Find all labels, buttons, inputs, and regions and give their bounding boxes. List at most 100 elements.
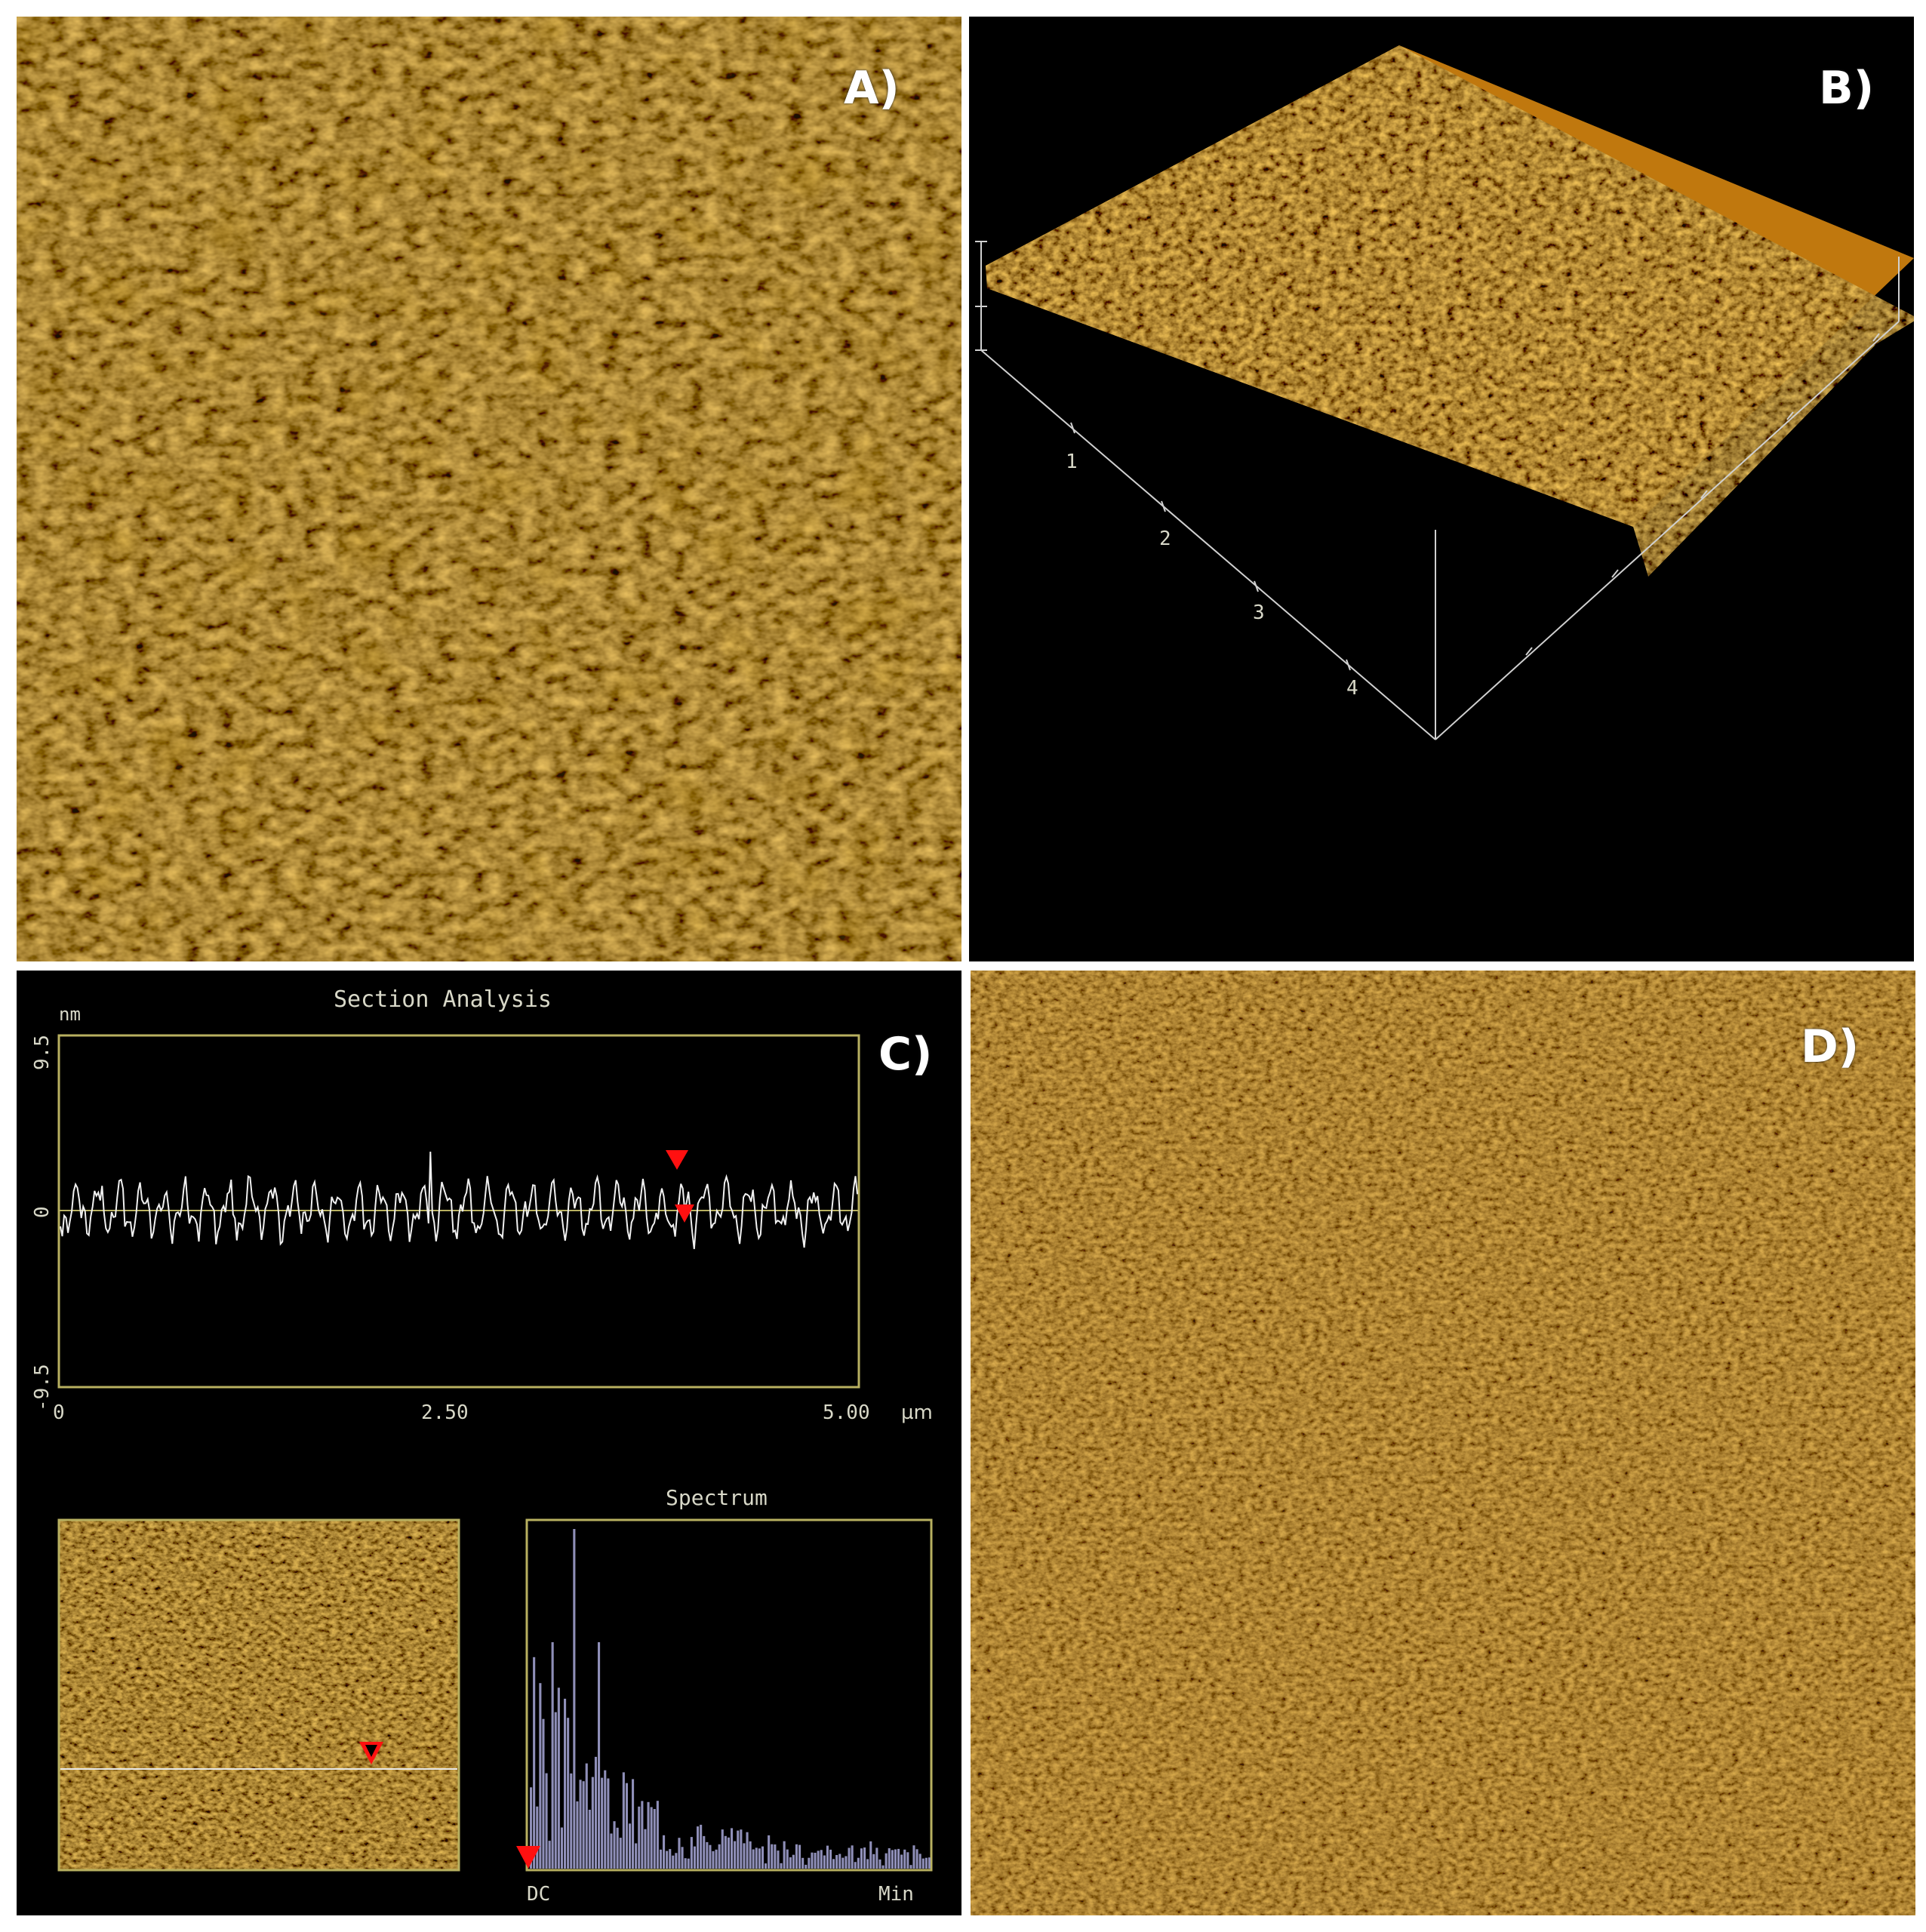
spectrum-bar bbox=[761, 1846, 764, 1869]
spectrum-x-right: Min bbox=[878, 1883, 914, 1906]
spectrum-bar bbox=[641, 1801, 644, 1869]
spectrum-bar bbox=[888, 1848, 891, 1869]
spectrum-bar bbox=[697, 1826, 700, 1869]
spectrum-dc-marker bbox=[516, 1846, 540, 1869]
spectrum-bar bbox=[866, 1859, 869, 1869]
spectrum-bar bbox=[675, 1853, 678, 1869]
spectrum-bar bbox=[588, 1810, 591, 1869]
spectrum-bar bbox=[601, 1777, 604, 1869]
spectrum-bar bbox=[845, 1856, 848, 1869]
y-tick-zero: 0 bbox=[31, 1206, 54, 1218]
section-analysis-graphics: Section Analysis nm 9.5 0 -9.5 0 2.50 5.… bbox=[31, 986, 933, 1906]
spectrum-bar bbox=[727, 1837, 730, 1869]
afm-3d-panel-b: 1 2 3 4 B) bbox=[969, 17, 1914, 961]
spectrum-bar bbox=[616, 1827, 619, 1869]
spectrum-bar bbox=[684, 1858, 687, 1869]
spectrum-bar bbox=[829, 1849, 832, 1869]
spectrum-bar bbox=[869, 1841, 872, 1869]
spectrum-bar bbox=[860, 1848, 863, 1869]
spectrum-bar bbox=[731, 1828, 734, 1869]
spectrum-bar bbox=[678, 1838, 681, 1869]
spectrum-bar bbox=[548, 1841, 551, 1869]
spectrum-bar bbox=[619, 1838, 622, 1869]
spectrum-bar bbox=[656, 1801, 659, 1869]
panel-label-d: D) bbox=[1801, 1020, 1860, 1073]
spectrum-bar bbox=[718, 1844, 721, 1869]
spectrum-bar bbox=[703, 1835, 706, 1869]
spectrum-bar bbox=[647, 1801, 650, 1869]
spectrum-bar bbox=[786, 1849, 789, 1869]
spectrum-bar bbox=[557, 1687, 560, 1869]
spectrum-bar bbox=[909, 1865, 912, 1869]
spectrum-bar bbox=[598, 1642, 601, 1869]
spectrum-bar bbox=[925, 1857, 928, 1869]
panel-label-c: C) bbox=[878, 1028, 933, 1081]
spectrum-bar bbox=[768, 1835, 771, 1869]
spectrum-bar bbox=[928, 1857, 931, 1869]
spectrum-bar bbox=[918, 1854, 921, 1869]
spectrum-bar bbox=[752, 1849, 755, 1869]
spectrum-bar bbox=[857, 1857, 860, 1869]
axis-tick-2: 2 bbox=[1159, 528, 1171, 550]
spectrum-bar bbox=[749, 1841, 752, 1869]
spectrum-bar bbox=[653, 1809, 656, 1869]
spectrum-bar bbox=[607, 1778, 610, 1869]
spectrum-bar bbox=[594, 1756, 597, 1869]
spectrum-bar bbox=[897, 1848, 900, 1869]
spectrum-bar bbox=[681, 1847, 684, 1869]
spectrum-bar bbox=[737, 1830, 740, 1869]
spectrum-bar bbox=[724, 1835, 727, 1869]
panel-label-b: B) bbox=[1819, 62, 1875, 115]
spectrum-bar bbox=[820, 1850, 823, 1869]
spectrum-bar bbox=[755, 1847, 758, 1869]
spectrum-bar bbox=[536, 1806, 539, 1869]
spectrum-bar bbox=[539, 1683, 542, 1869]
spectrum-bar bbox=[740, 1829, 743, 1869]
spectrum-bar bbox=[854, 1862, 857, 1869]
section-image-thumbnail bbox=[57, 1518, 460, 1872]
spectrum-bar bbox=[915, 1849, 918, 1869]
spectrum-bar bbox=[780, 1863, 783, 1869]
spectrum-bar bbox=[635, 1843, 638, 1869]
spectrum-bar bbox=[545, 1773, 548, 1869]
spectrum-bar bbox=[533, 1657, 536, 1869]
spectrum-bar bbox=[841, 1857, 845, 1869]
spectrum-bar bbox=[632, 1779, 635, 1869]
spectrum-bar bbox=[650, 1807, 653, 1869]
spectrum-bar bbox=[712, 1850, 715, 1869]
spectrum-bar bbox=[805, 1864, 808, 1869]
y-tick-top: 9.5 bbox=[31, 1035, 54, 1070]
spectrum-bar bbox=[758, 1848, 761, 1869]
spectrum-bar bbox=[912, 1845, 915, 1869]
spectrum-bar bbox=[669, 1849, 672, 1869]
axis-tick-1: 1 bbox=[1066, 451, 1078, 473]
spectrum-bar bbox=[903, 1849, 906, 1869]
spectrum-x-left: DC bbox=[527, 1883, 550, 1906]
spectrum-bar bbox=[838, 1854, 841, 1869]
spectrum-bar bbox=[743, 1843, 746, 1869]
spectrum-bar bbox=[826, 1845, 829, 1869]
spectrum-bar bbox=[551, 1642, 554, 1869]
spectrum-bar bbox=[894, 1849, 897, 1869]
afm-3d-surface: 1 2 3 4 bbox=[975, 45, 1914, 740]
section-analysis-panel-c: Section Analysis nm 9.5 0 -9.5 0 2.50 5.… bbox=[17, 971, 961, 1915]
spectrum-bar bbox=[585, 1763, 588, 1869]
spectrum-bar bbox=[530, 1787, 533, 1869]
axis-tick-3: 3 bbox=[1253, 601, 1265, 624]
spectrum-bar bbox=[835, 1855, 838, 1869]
spectrum-bar bbox=[610, 1833, 613, 1869]
panel-label-a: A) bbox=[844, 62, 900, 115]
spectrum-bar bbox=[872, 1854, 875, 1869]
spectrum-bar bbox=[582, 1781, 585, 1869]
x-tick-0: 0 bbox=[53, 1401, 65, 1424]
spectrum-bar bbox=[721, 1829, 724, 1869]
spectrum-bar bbox=[792, 1854, 795, 1869]
spectrum-bar bbox=[693, 1846, 696, 1869]
spectrum-bar bbox=[777, 1850, 780, 1869]
spectrum-bar bbox=[808, 1857, 811, 1869]
afm-texture-d bbox=[971, 971, 1915, 1915]
spectrum-bar bbox=[881, 1865, 885, 1869]
spectrum-bar bbox=[823, 1855, 826, 1869]
spectrum-bar bbox=[638, 1806, 641, 1869]
spectrum-bar bbox=[771, 1844, 774, 1869]
